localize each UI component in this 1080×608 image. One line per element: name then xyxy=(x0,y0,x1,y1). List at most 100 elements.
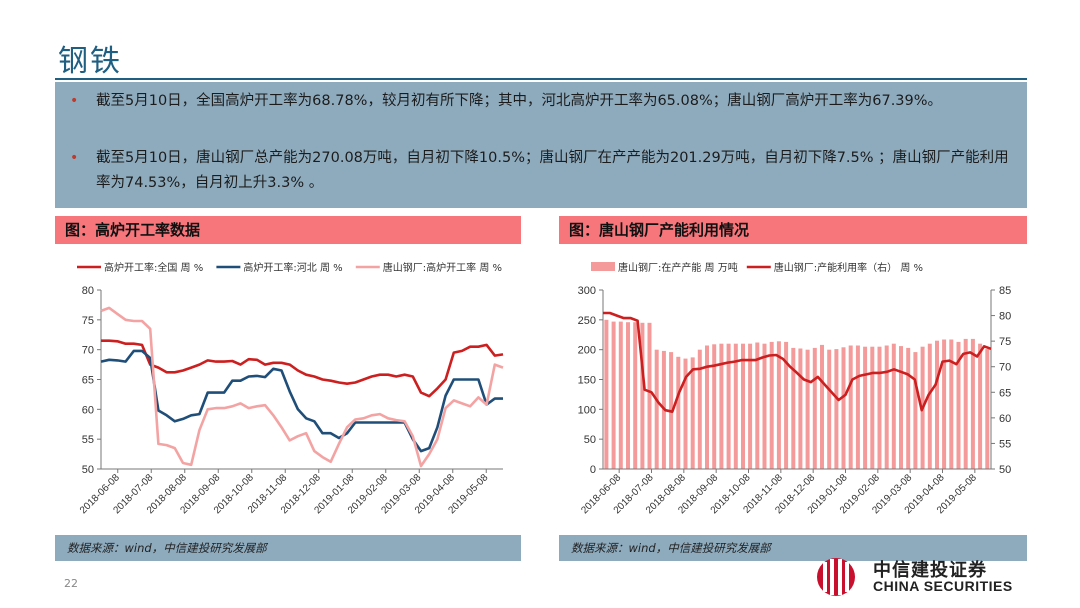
blast-furnace-rate-chart: 505560657075802018-06-082018-07-082018-0… xyxy=(77,261,504,516)
y2-tick-label: 55 xyxy=(999,438,1011,450)
capacity-bar xyxy=(626,322,630,469)
bullet-dot-icon: • xyxy=(70,150,79,166)
capacity-bar xyxy=(776,341,781,469)
capacity-bar xyxy=(618,321,623,469)
chart-1-heading: 图：高炉开工率数据 xyxy=(55,216,521,244)
y2-tick-label: 70 xyxy=(999,362,1011,374)
legend-label: 唐山钢厂:高炉开工率 周 % xyxy=(383,261,502,274)
capacity-bar xyxy=(970,338,975,469)
capacity-bar xyxy=(841,347,846,469)
capacity-bar xyxy=(690,357,695,469)
capacity-bar xyxy=(705,345,709,469)
summary-bullet-text: 截至5月10日，唐山钢厂总产能为270.08万吨，自月初下降10.5%；唐山钢厂… xyxy=(96,150,1009,191)
legend-label: 高炉开工率:全国 周 % xyxy=(104,261,203,274)
legend-label: 唐山钢厂:产能利用率（右） 周 % xyxy=(774,261,923,274)
chart-2-heading: 图：唐山钢厂产能利用情况 xyxy=(559,216,1027,244)
company-logo: 中信建投证券 CHINA SECURITIES xyxy=(812,556,1042,600)
capacity-bar xyxy=(697,349,702,469)
series-line-1 xyxy=(101,339,504,398)
capacity-bar xyxy=(834,349,839,469)
title-divider xyxy=(55,78,1027,80)
chart-2-source: 数据来源：wind，中信建投研究发展部 xyxy=(559,535,1027,561)
logo-chinese-text: 中信建投证券 xyxy=(873,560,987,581)
capacity-bar xyxy=(899,346,903,469)
capacity-bar xyxy=(762,343,767,469)
citic-emblem-icon xyxy=(817,558,855,596)
capacity-bar xyxy=(640,322,645,469)
capacity-bar xyxy=(848,345,853,469)
capacity-bar xyxy=(820,344,824,469)
series-line-3 xyxy=(100,306,504,468)
logo-english-text: CHINA SECURITIES xyxy=(873,578,1013,594)
y2-tick-label: 85 xyxy=(999,285,1011,297)
y2-tick-label: 80 xyxy=(999,311,1011,323)
page-number: 22 xyxy=(64,577,78,590)
y2-tick-label: 65 xyxy=(999,387,1011,399)
capacity-bar xyxy=(784,341,789,469)
y-tick-label: 80 xyxy=(82,285,94,297)
capacity-bar xyxy=(906,347,911,469)
capacity-bar xyxy=(949,339,954,469)
capacity-bar xyxy=(755,342,760,469)
y-tick-label: 50 xyxy=(584,434,596,446)
capacity-bar xyxy=(891,343,896,469)
capacity-bar xyxy=(884,345,889,469)
capacity-bar xyxy=(913,352,918,469)
capacity-bar xyxy=(942,339,947,469)
y-tick-label: 70 xyxy=(82,345,94,357)
y-tick-label: 60 xyxy=(82,404,94,416)
y-tick-label: 50 xyxy=(82,464,94,476)
chart-1-source: 数据来源：wind，中信建投研究发展部 xyxy=(55,535,521,561)
y-tick-label: 55 xyxy=(82,434,94,446)
capacity-bar xyxy=(935,340,939,469)
capacity-bar xyxy=(805,349,810,469)
y2-tick-label: 50 xyxy=(999,464,1011,476)
bullet-dot-icon: • xyxy=(70,93,79,109)
capacity-bar xyxy=(985,349,990,469)
capacity-bar xyxy=(827,349,832,469)
y-tick-label: 100 xyxy=(578,404,596,416)
capacity-bar xyxy=(604,319,609,469)
y-tick-label: 75 xyxy=(82,315,94,327)
y-tick-label: 65 xyxy=(82,375,94,387)
y-tick-label: 250 xyxy=(578,315,596,327)
capacity-bar xyxy=(963,338,968,469)
summary-bullet-text: 截至5月10日，全国高炉开工率为68.78%，较月初有所下降；其中，河北高炉开工… xyxy=(96,93,943,109)
summary-bullet-2: • 截至5月10日，唐山钢厂总产能为270.08万吨，自月初下降10.5%；唐山… xyxy=(70,146,1011,196)
capacity-bar xyxy=(726,343,731,469)
y-tick-label: 200 xyxy=(578,345,596,357)
capacity-bar xyxy=(654,349,659,469)
capacity-bar xyxy=(611,321,616,469)
capacity-bar xyxy=(769,341,774,469)
legend-label: 唐山钢厂:在产产能 周 万吨 xyxy=(618,261,738,274)
capacity-bar xyxy=(863,346,868,469)
capacity-bar xyxy=(927,343,932,469)
capacity-bar xyxy=(812,347,817,469)
capacity-bar xyxy=(855,345,860,469)
summary-box xyxy=(55,82,1027,208)
capacity-bar xyxy=(978,343,983,469)
y2-tick-label: 75 xyxy=(999,336,1011,348)
capacity-bar xyxy=(676,356,681,469)
capacity-bar xyxy=(748,343,753,469)
y2-tick-label: 60 xyxy=(999,413,1011,425)
capacity-bar xyxy=(719,343,724,469)
capacity-bar xyxy=(870,346,875,469)
page-title: 钢铁 xyxy=(58,44,122,79)
y-tick-label: 300 xyxy=(578,285,596,297)
capacity-bar xyxy=(683,358,688,469)
capacity-bar xyxy=(741,343,745,469)
capacity-bar xyxy=(712,344,717,469)
legend-label: 高炉开工率:河北 周 % xyxy=(243,261,342,274)
series-line-2 xyxy=(100,349,503,453)
y-tick-label: 150 xyxy=(578,375,596,387)
y-tick-label: 0 xyxy=(590,464,596,476)
tangshan-capacity-chart: 05010015020025030050556065707580852018-0… xyxy=(578,261,1012,516)
summary-bullet-1: • 截至5月10日，全国高炉开工率为68.78%，较月初有所下降；其中，河北高炉… xyxy=(70,89,1011,114)
capacity-bar xyxy=(647,322,652,469)
capacity-bar xyxy=(798,348,803,469)
legend-swatch xyxy=(591,262,615,271)
capacity-bar xyxy=(733,343,738,469)
utilization-line xyxy=(603,311,992,413)
capacity-bar xyxy=(956,341,961,469)
